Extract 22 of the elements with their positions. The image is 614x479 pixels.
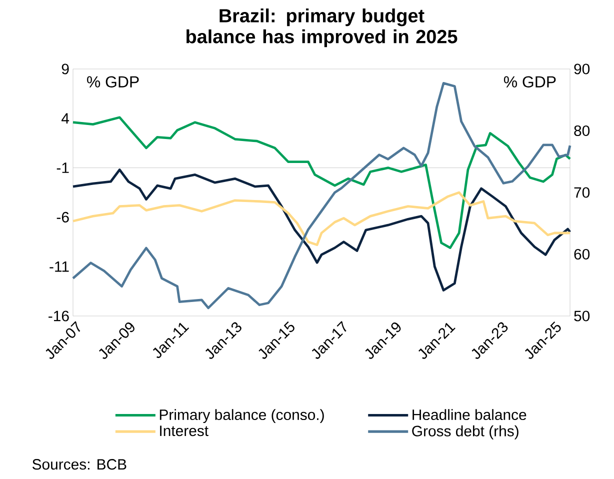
source-note: Sources: BCB xyxy=(32,459,126,470)
y-tick-label: 4 xyxy=(62,113,70,124)
legend-label: Interest xyxy=(160,426,208,436)
y2-axis-title: % GDP xyxy=(504,76,556,88)
y-tick-label: -1 xyxy=(56,162,69,173)
line-series xyxy=(72,116,572,250)
y-tick-label: -6 xyxy=(56,212,69,222)
y-tick-label: -11 xyxy=(50,261,69,272)
y-tick-label: 9 xyxy=(62,64,69,74)
y2-tick-label: 70 xyxy=(574,187,590,198)
legend-label: Gross debt (rhs) xyxy=(412,425,518,440)
chart-title: Brazil: primary budget balance has improved in 2025 xyxy=(186,8,458,48)
y-axis-title: % GDP xyxy=(87,76,139,88)
line-series xyxy=(72,168,572,292)
legend-label: Primary balance (conso.) xyxy=(160,409,324,424)
y2-tick-label: 50 xyxy=(574,310,590,322)
y-tick-label: -16 xyxy=(48,310,69,322)
y2-tick-label: 90 xyxy=(574,64,590,74)
legend-label: Headline balance xyxy=(412,409,526,420)
y2-tick-label: 80 xyxy=(574,125,590,136)
line-series xyxy=(72,191,572,246)
y2-tick-label: 60 xyxy=(574,248,590,260)
